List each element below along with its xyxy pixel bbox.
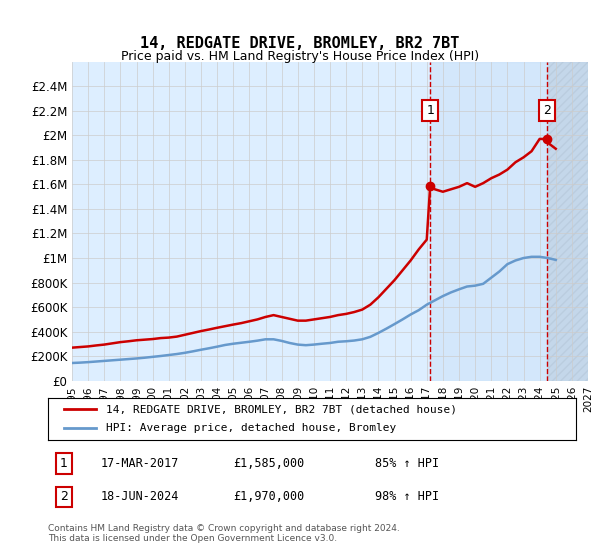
Text: 14, REDGATE DRIVE, BROMLEY, BR2 7BT: 14, REDGATE DRIVE, BROMLEY, BR2 7BT: [140, 36, 460, 52]
Text: 17-MAR-2017: 17-MAR-2017: [101, 457, 179, 470]
Bar: [547, 62, 588, 381]
Text: 18-JUN-2024: 18-JUN-2024: [101, 491, 179, 503]
Text: Price paid vs. HM Land Registry's House Price Index (HPI): Price paid vs. HM Land Registry's House …: [121, 50, 479, 63]
Text: HPI: Average price, detached house, Bromley: HPI: Average price, detached house, Brom…: [106, 423, 397, 433]
Text: 2: 2: [60, 491, 68, 503]
Text: 1: 1: [60, 457, 68, 470]
Text: 1: 1: [426, 104, 434, 117]
Text: 2: 2: [543, 104, 551, 117]
Text: 85% ↑ HPI: 85% ↑ HPI: [376, 457, 439, 470]
Text: £1,970,000: £1,970,000: [233, 491, 304, 503]
Bar: [547, 62, 588, 381]
Bar: [430, 62, 588, 381]
Text: £1,585,000: £1,585,000: [233, 457, 304, 470]
Text: 98% ↑ HPI: 98% ↑ HPI: [376, 491, 439, 503]
Text: Contains HM Land Registry data © Crown copyright and database right 2024.
This d: Contains HM Land Registry data © Crown c…: [48, 524, 400, 543]
Text: 14, REDGATE DRIVE, BROMLEY, BR2 7BT (detached house): 14, REDGATE DRIVE, BROMLEY, BR2 7BT (det…: [106, 404, 457, 414]
